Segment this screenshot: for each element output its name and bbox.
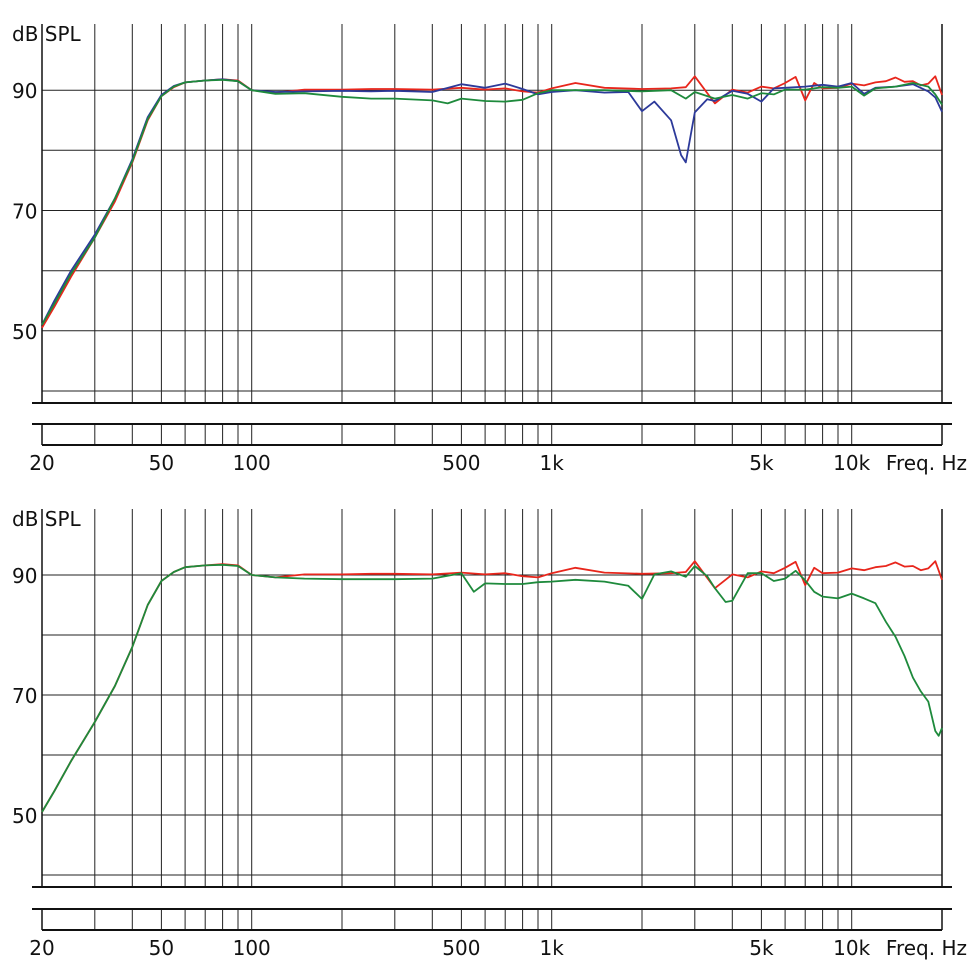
x-tick-label: 100 xyxy=(233,451,271,475)
x-tick-label: 100 xyxy=(233,936,271,960)
y-tick-label: 90 xyxy=(12,79,37,103)
y-tick-label: 50 xyxy=(12,320,37,344)
x-tick-label: 10k xyxy=(833,936,870,960)
chart-panel-1: dB SPL 50 70 90 20 50 100 500 1k 5k 10k Freq. Hz xyxy=(12,22,967,475)
series-line-1 xyxy=(41,75,943,329)
series-line-1 xyxy=(41,560,943,813)
y-axis-title: dB SPL xyxy=(12,22,82,46)
series-line-2 xyxy=(41,78,943,326)
y-tick-label: 70 xyxy=(12,684,37,708)
x-tick-label: 1k xyxy=(540,451,565,475)
x-tick-label: 5k xyxy=(749,451,774,475)
y-axis-title: dB SPL xyxy=(12,507,82,531)
x-tick-label: 50 xyxy=(149,936,174,960)
y-tick-label: 70 xyxy=(12,200,37,224)
y-tick-label: 90 xyxy=(12,564,37,588)
series-line-2 xyxy=(41,563,943,813)
x-tick-label: 10k xyxy=(833,451,870,475)
x-tick-label: 5k xyxy=(749,936,774,960)
x-axis-title: Freq. Hz xyxy=(886,451,967,475)
x-tick-label: 500 xyxy=(442,936,480,960)
x-tick-label: 1k xyxy=(540,936,565,960)
y-tick-label: 50 xyxy=(12,804,37,828)
x-tick-label: 20 xyxy=(29,936,54,960)
series-line-3 xyxy=(41,79,943,326)
x-tick-label: 20 xyxy=(29,451,54,475)
chart-panel-2: dB SPL 50 70 90 20 50 100 500 1k 5k 10k Freq. Hz xyxy=(12,507,967,960)
x-tick-label: 500 xyxy=(442,451,480,475)
x-axis-title: Freq. Hz xyxy=(886,936,967,960)
x-tick-label: 50 xyxy=(149,451,174,475)
